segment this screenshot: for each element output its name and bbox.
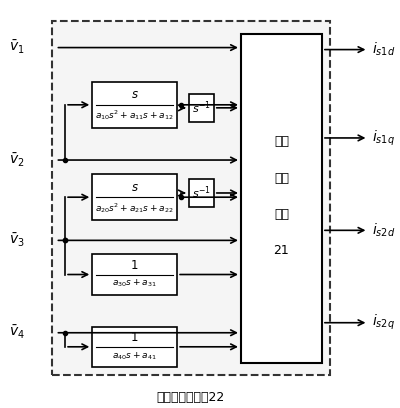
Text: $a_{40}s+a_{41}$: $a_{40}s+a_{41}$ xyxy=(112,350,157,362)
Text: $\bar{v}_4$: $\bar{v}_4$ xyxy=(9,324,25,341)
Text: $s$: $s$ xyxy=(131,180,138,193)
Text: $i_{s2q}$: $i_{s2q}$ xyxy=(372,313,395,333)
Text: $i_{s1q}$: $i_{s1q}$ xyxy=(372,128,395,148)
FancyBboxPatch shape xyxy=(92,82,177,128)
Text: $s^{-1}$: $s^{-1}$ xyxy=(192,100,211,116)
Text: 网络: 网络 xyxy=(274,208,289,221)
Text: 神经: 神经 xyxy=(274,172,289,184)
Text: $s^{-1}$: $s^{-1}$ xyxy=(192,185,211,201)
Text: 静态: 静态 xyxy=(274,135,289,149)
Text: $a_{10}s^2+a_{11}s+a_{12}$: $a_{10}s^2+a_{11}s+a_{12}$ xyxy=(95,109,174,122)
Text: $s$: $s$ xyxy=(131,88,138,101)
Text: $1$: $1$ xyxy=(130,331,139,344)
FancyBboxPatch shape xyxy=(189,94,214,122)
Text: $1$: $1$ xyxy=(130,259,139,272)
Text: $\bar{v}_2$: $\bar{v}_2$ xyxy=(9,151,25,169)
Text: $a_{20}s^2+a_{21}s+a_{22}$: $a_{20}s^2+a_{21}s+a_{22}$ xyxy=(95,201,174,215)
Text: 神经网络广义逆22: 神经网络广义逆22 xyxy=(156,391,225,404)
FancyBboxPatch shape xyxy=(92,255,177,295)
Text: $\bar{v}_1$: $\bar{v}_1$ xyxy=(9,39,25,56)
Text: $i_{s1d}$: $i_{s1d}$ xyxy=(372,41,396,58)
FancyBboxPatch shape xyxy=(189,179,214,207)
Text: 21: 21 xyxy=(274,244,289,257)
Text: $\bar{v}_3$: $\bar{v}_3$ xyxy=(9,232,25,249)
Text: $i_{s2d}$: $i_{s2d}$ xyxy=(372,222,396,239)
FancyBboxPatch shape xyxy=(92,327,177,367)
FancyBboxPatch shape xyxy=(241,33,322,363)
Text: $a_{30}s+a_{31}$: $a_{30}s+a_{31}$ xyxy=(112,278,157,290)
FancyBboxPatch shape xyxy=(92,174,177,220)
FancyBboxPatch shape xyxy=(52,22,330,375)
